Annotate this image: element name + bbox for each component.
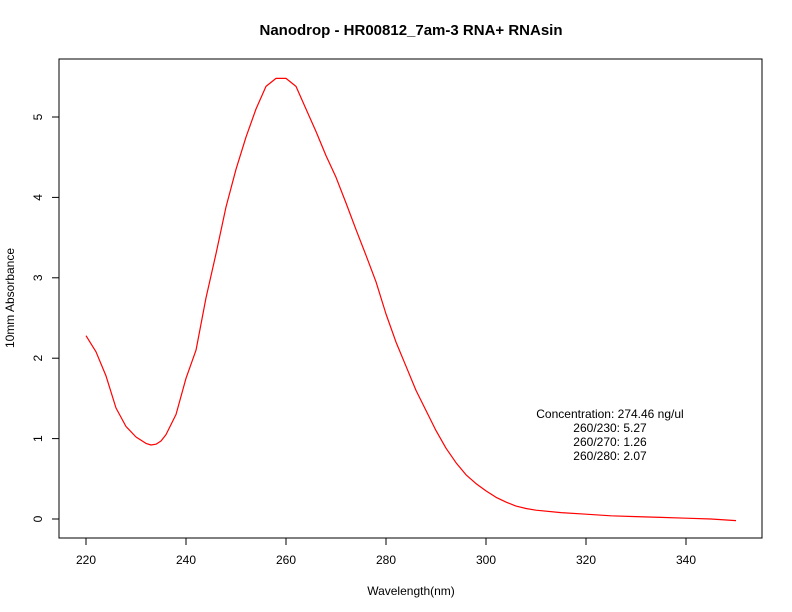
annotation-block: Concentration: 274.46 ng/ul 260/230: 5.2… <box>536 407 683 463</box>
chart-title: Nanodrop - HR00812_7am-3 RNA+ RNAsin <box>260 22 563 39</box>
y-tick-label: 2 <box>31 355 45 362</box>
y-axis-label: 10mm Absorbance <box>3 248 17 348</box>
y-tick-label: 4 <box>31 194 45 201</box>
y-axis: 0 1 2 3 4 5 <box>31 113 60 522</box>
y-tick-label: 1 <box>31 435 45 442</box>
x-axis: 220 240 260 280 300 320 340 <box>76 537 696 567</box>
y-tick-label: 5 <box>31 113 45 120</box>
annotation-concentration: Concentration: 274.46 ng/ul <box>536 407 683 421</box>
x-axis-label: Wavelength(nm) <box>367 584 455 598</box>
x-tick-label: 320 <box>576 553 596 567</box>
x-tick-label: 260 <box>276 553 296 567</box>
y-tick-label: 3 <box>31 274 45 281</box>
absorbance-series-line <box>85 77 737 522</box>
annotation-260-230: 260/230: 5.27 <box>573 421 647 435</box>
plot-frame <box>58 58 763 539</box>
x-tick-label: 340 <box>676 553 696 567</box>
y-tick-label: 0 <box>31 515 45 522</box>
annotation-260-270: 260/270: 1.26 <box>573 435 647 449</box>
annotation-260-280: 260/280: 2.07 <box>573 449 647 463</box>
series-layer <box>85 77 737 522</box>
x-tick-label: 280 <box>376 553 396 567</box>
x-tick-label: 240 <box>176 553 196 567</box>
x-tick-label: 220 <box>76 553 96 567</box>
x-tick-label: 300 <box>476 553 496 567</box>
